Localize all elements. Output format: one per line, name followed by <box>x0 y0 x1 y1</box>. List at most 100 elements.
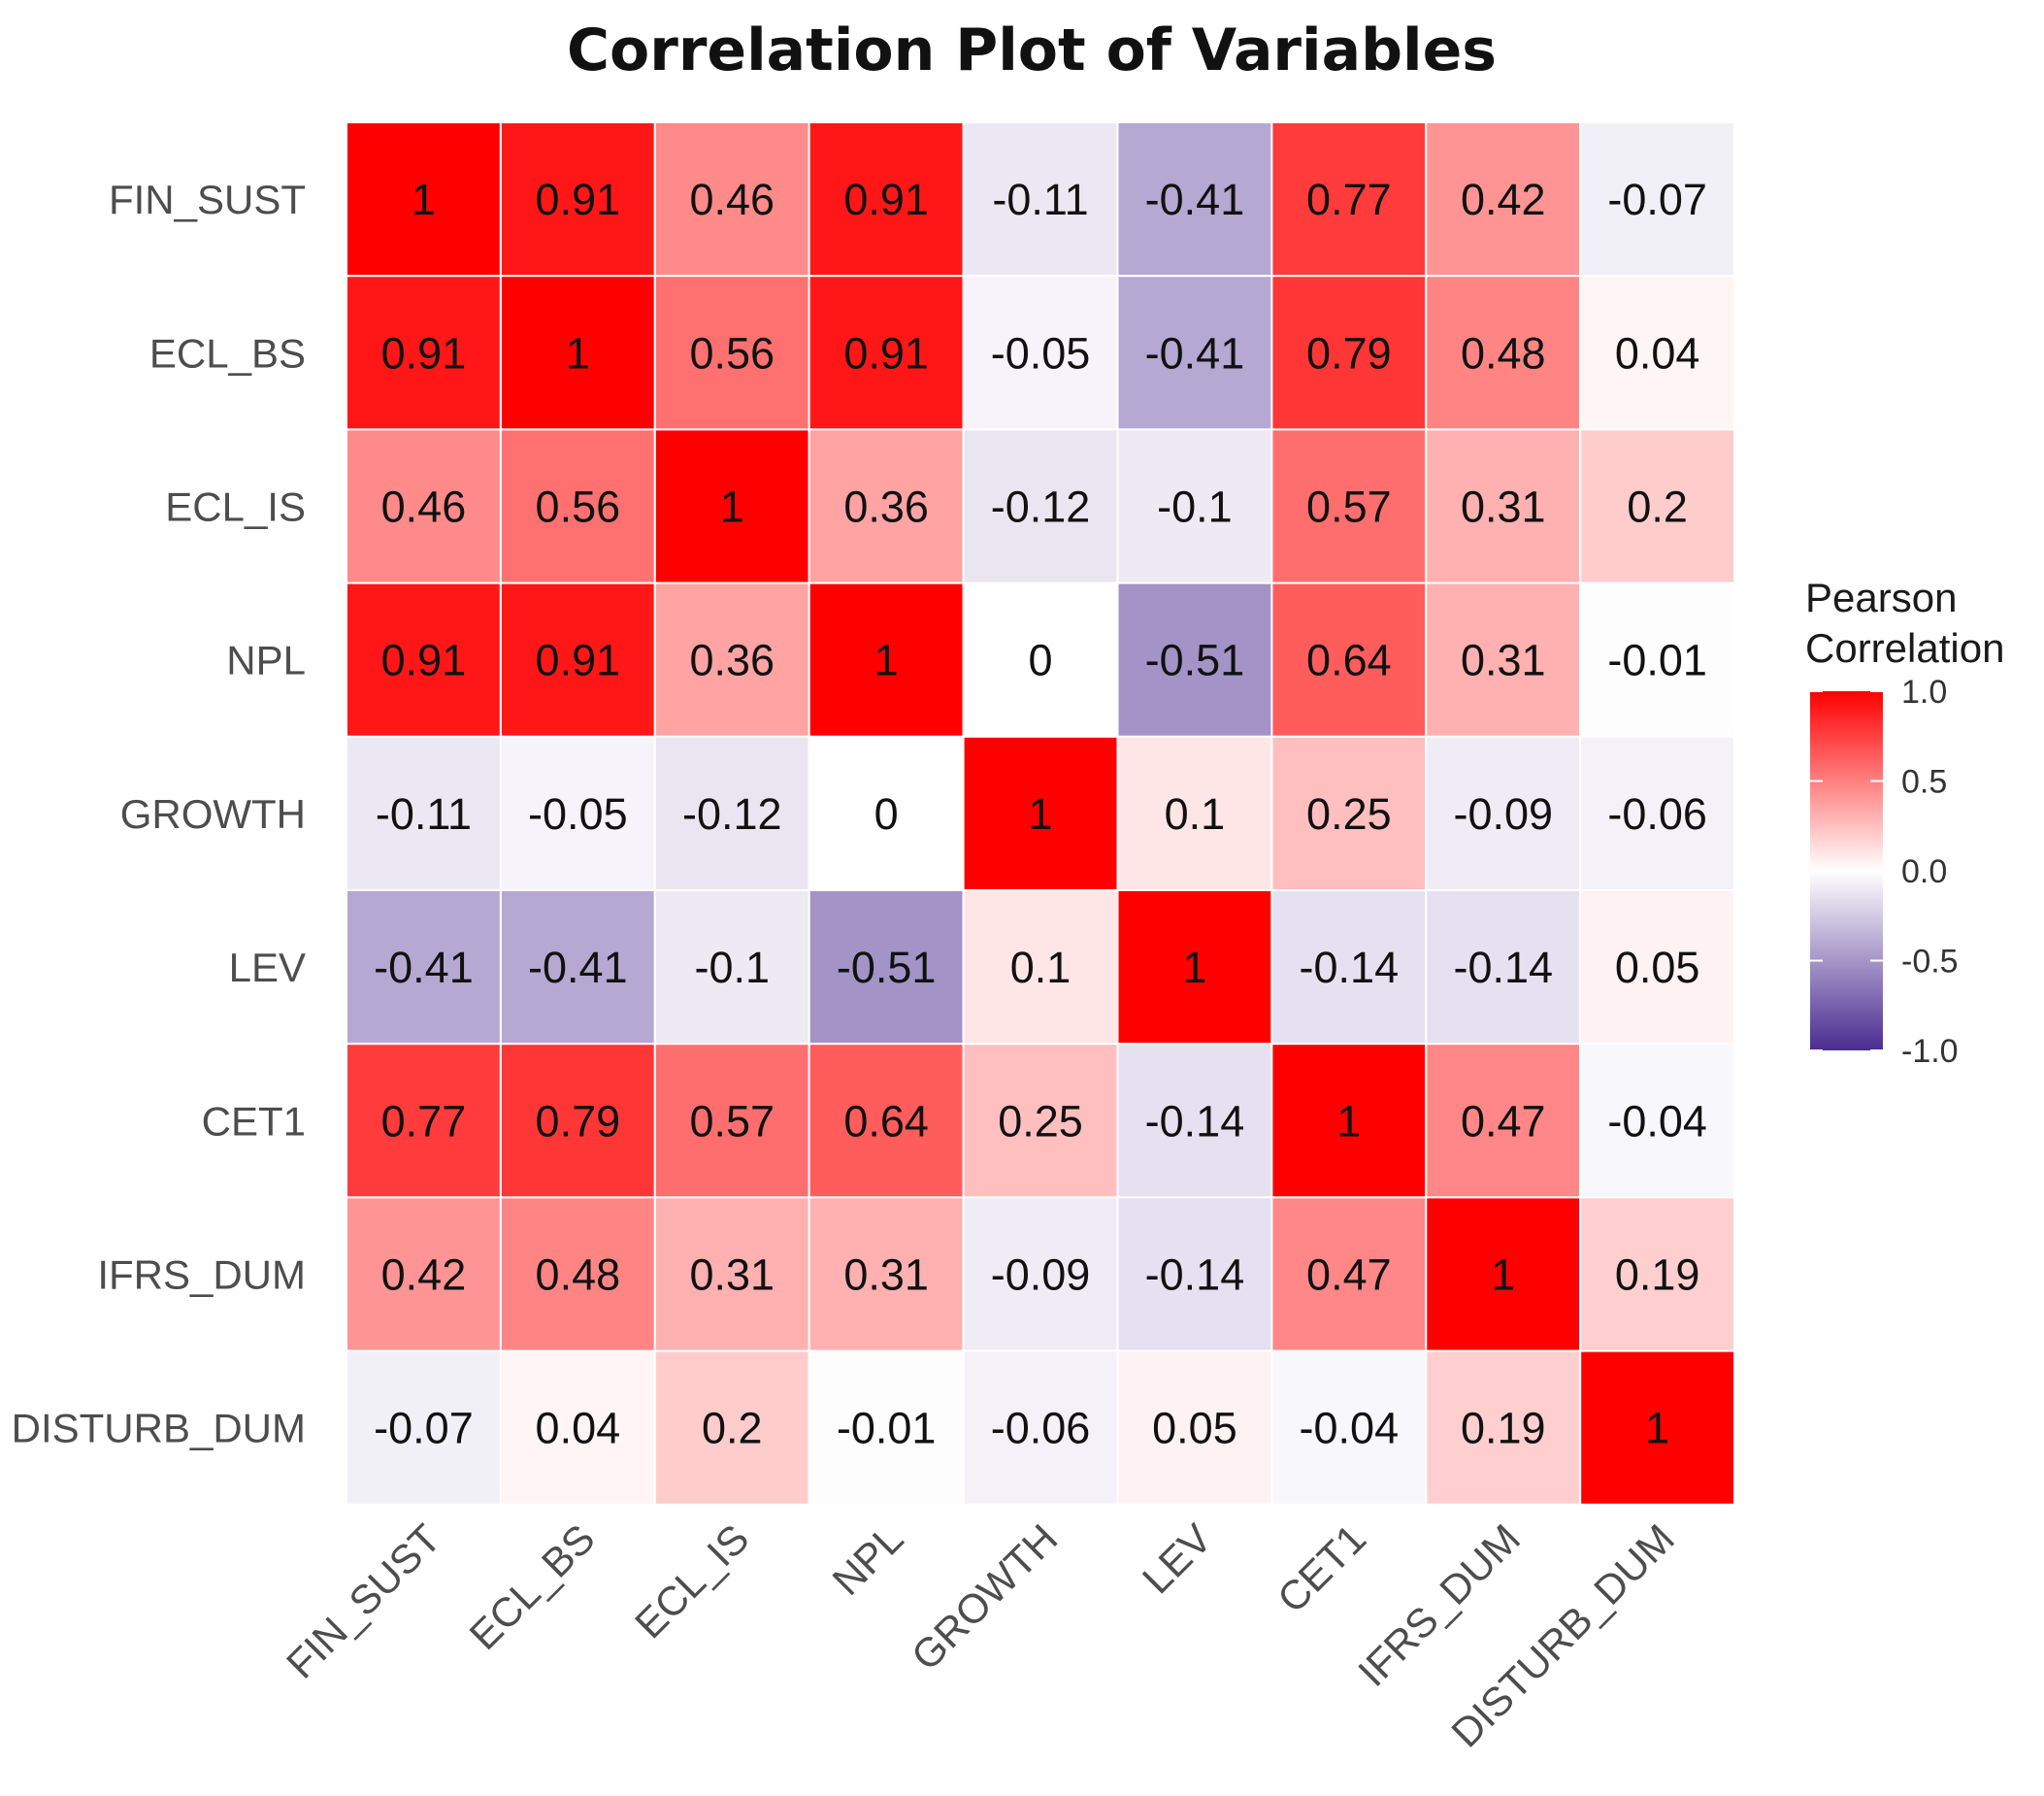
heatmap-cell-value: 0.79 <box>536 1096 621 1146</box>
heatmap-cell: 0.31 <box>1425 582 1582 738</box>
heatmap-cell-rect <box>1116 1196 1273 1352</box>
heatmap-cell-rect <box>1579 428 1736 584</box>
heatmap-cell-value: -0.07 <box>374 1404 474 1453</box>
heatmap-cell-value: -0.41 <box>528 943 628 992</box>
heatmap-cell-value: 1 <box>1182 943 1206 992</box>
heatmap-cell-rect <box>499 428 656 584</box>
heatmap-cell-rect <box>346 1349 502 1506</box>
heatmap-cell-value: -0.01 <box>1607 636 1707 685</box>
heatmap-cell-value: -0.05 <box>991 328 1091 378</box>
heatmap-cell-value: 1 <box>1645 1404 1669 1453</box>
heatmap-cell-value: -0.11 <box>992 175 1088 224</box>
y-axis-tick-label: NPL <box>226 638 306 683</box>
heatmap-cell-value: 0.77 <box>381 1096 467 1146</box>
heatmap-cell-value: -0.1 <box>694 943 770 992</box>
heatmap-cell-rect <box>346 1043 502 1199</box>
heatmap-cell-rect <box>1425 582 1582 738</box>
y-axis-tick-label: LEV <box>229 945 306 990</box>
heatmap-cell: 0.19 <box>1425 1349 1582 1506</box>
heatmap-cell-value: 0.1 <box>1165 789 1226 839</box>
heatmap-cell-value: 0.64 <box>1306 636 1392 685</box>
heatmap-cell: 1 <box>1425 1196 1582 1352</box>
heatmap-cell-rect <box>1425 121 1582 278</box>
y-axis-tick-label: CET1 <box>202 1098 306 1144</box>
heatmap-cell: 0.25 <box>1270 735 1428 891</box>
heatmap-cell-rect <box>1425 735 1582 891</box>
heatmap-cell-value: 0.31 <box>843 1250 929 1300</box>
heatmap-cell-rect <box>1116 1349 1273 1506</box>
heatmap-cell: 0.05 <box>1579 889 1736 1046</box>
heatmap-cell: -0.12 <box>653 735 810 891</box>
heatmap-cell: 0.64 <box>808 1043 965 1199</box>
heatmap-cell: 0.25 <box>962 1043 1119 1199</box>
heatmap-cell-value: -0.41 <box>1145 328 1245 378</box>
heatmap-cell: 1 <box>808 582 965 738</box>
heatmap-cell-value: 0.05 <box>1615 943 1700 992</box>
heatmap-cell-rect <box>346 1196 502 1352</box>
heatmap-cell-rect <box>1116 1043 1273 1199</box>
heatmap-cell-rect <box>1425 1349 1582 1506</box>
heatmap-cell: 0.04 <box>1579 275 1736 431</box>
heatmap-cell-value: 0.36 <box>689 636 775 685</box>
heatmap-cell: 0.91 <box>499 582 656 738</box>
heatmap-cell: 0.64 <box>1270 582 1428 738</box>
heatmap-cell: 0.1 <box>962 889 1119 1046</box>
y-axis-tick-label: FIN_SUST <box>109 177 306 222</box>
heatmap-cell-rect <box>1270 428 1428 584</box>
heatmap-cell-value: 0 <box>874 789 899 839</box>
heatmap-cell: 0.91 <box>808 121 965 278</box>
heatmap-cell: 1 <box>962 735 1119 891</box>
heatmap-cell-rect <box>808 428 965 584</box>
heatmap-cell-value: 0.31 <box>689 1250 775 1300</box>
legend-tick-label: 1.0 <box>1901 674 1947 711</box>
heatmap-cell-rect <box>1579 121 1736 278</box>
heatmap-cell: 0.48 <box>499 1196 656 1352</box>
y-axis-labels: FIN_SUST ECL_BS ECL_IS NPL GROWTH LEV CET1 IFRS… <box>12 177 306 1451</box>
heatmap-cell-value: 1 <box>566 328 590 378</box>
heatmap-cell-value: 0.25 <box>1306 789 1392 839</box>
heatmap-cell: 1 <box>1579 1349 1736 1506</box>
heatmap-cell: 1 <box>1270 1043 1428 1199</box>
heatmap-cell-rect <box>962 1349 1119 1506</box>
heatmap-cell-value: -0.51 <box>837 943 937 992</box>
heatmap-cell-rect <box>499 889 656 1046</box>
heatmap-cell-value: 0.47 <box>1461 1096 1546 1146</box>
heatmap-cell-value: -0.14 <box>1145 1096 1245 1146</box>
heatmap-cell: 0.91 <box>346 275 502 431</box>
legend-tick-label: -0.5 <box>1901 944 1959 981</box>
heatmap-cell: 0.91 <box>346 582 502 738</box>
heatmap-cell-value: 0.57 <box>689 1096 775 1146</box>
heatmap-cell: -0.14 <box>1116 1196 1273 1352</box>
heatmap-cell-rect <box>1579 1043 1736 1199</box>
heatmap-cell-value: -0.04 <box>1300 1404 1400 1453</box>
heatmap-cell-value: 0.36 <box>843 482 929 532</box>
heatmap-cell-rect <box>808 1043 965 1199</box>
heatmap-cell-rect <box>1270 121 1428 278</box>
heatmap-cell: 0.31 <box>653 1196 810 1352</box>
heatmap-cell-value: -0.06 <box>1607 789 1707 839</box>
heatmap-cell-value: 1 <box>720 482 744 532</box>
heatmap-cell-value: 0.57 <box>1306 482 1392 532</box>
legend-tick-label: 0.5 <box>1901 764 1947 801</box>
heatmap-cell-value: -0.09 <box>991 1250 1091 1300</box>
heatmap-cell: 0.91 <box>808 275 965 431</box>
heatmap-cell-rect <box>1270 1349 1428 1506</box>
heatmap-cell-value: -0.12 <box>991 482 1091 532</box>
heatmap-cell-rect <box>1425 275 1582 431</box>
heatmap-cell: 0.2 <box>1579 428 1736 584</box>
heatmap-cell-rect <box>962 1196 1119 1352</box>
heatmap-cell-rect <box>1116 428 1273 584</box>
heatmap-cell-value: 0.04 <box>1615 328 1700 378</box>
heatmap-cell-rect <box>808 582 965 738</box>
heatmap-cell-rect <box>1116 889 1273 1046</box>
heatmap-cell: -0.12 <box>962 428 1119 584</box>
heatmap-cell: -0.06 <box>1579 735 1736 891</box>
heatmap-cell-value: 0.77 <box>1306 175 1392 224</box>
heatmap-cell-value: 0.91 <box>843 328 929 378</box>
heatmap-cell-rect <box>1579 735 1736 891</box>
heatmap-cell-value: 0.31 <box>1461 482 1546 532</box>
heatmap-cell-rect <box>962 1043 1119 1199</box>
heatmap-cell-value: 0.46 <box>381 482 467 532</box>
